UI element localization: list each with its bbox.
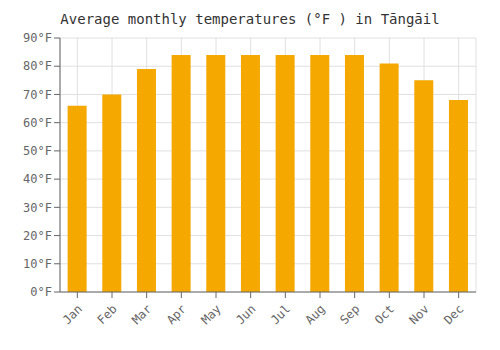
svg-text:60°F: 60°F — [23, 116, 52, 130]
svg-text:Jul: Jul — [268, 302, 293, 327]
svg-text:May: May — [199, 302, 224, 327]
svg-text:Dec: Dec — [441, 302, 466, 327]
svg-text:70°F: 70°F — [23, 88, 52, 102]
svg-text:Jan: Jan — [60, 302, 85, 327]
svg-text:40°F: 40°F — [23, 172, 52, 186]
svg-text:Apr: Apr — [164, 302, 189, 327]
svg-text:Mar: Mar — [129, 302, 154, 327]
svg-text:30°F: 30°F — [23, 201, 52, 215]
svg-text:0°F: 0°F — [30, 285, 52, 299]
svg-text:Jun: Jun — [233, 302, 258, 327]
svg-text:Aug: Aug — [303, 302, 328, 327]
svg-text:90°F: 90°F — [23, 31, 52, 45]
html-text:Average monthly temperatures (: Average monthly temperatures (°F ) in Tā… — [60, 11, 440, 27]
svg-text:50°F: 50°F — [23, 144, 52, 158]
svg-text:Nov: Nov — [407, 302, 432, 327]
svg-text:Feb: Feb — [95, 302, 120, 327]
svg-text:10°F: 10°F — [23, 257, 52, 271]
svg-text:Oct: Oct — [372, 302, 397, 327]
svg-text:Sep: Sep — [337, 302, 362, 327]
svg-text:80°F: 80°F — [23, 59, 52, 73]
svg-text:20°F: 20°F — [23, 229, 52, 243]
